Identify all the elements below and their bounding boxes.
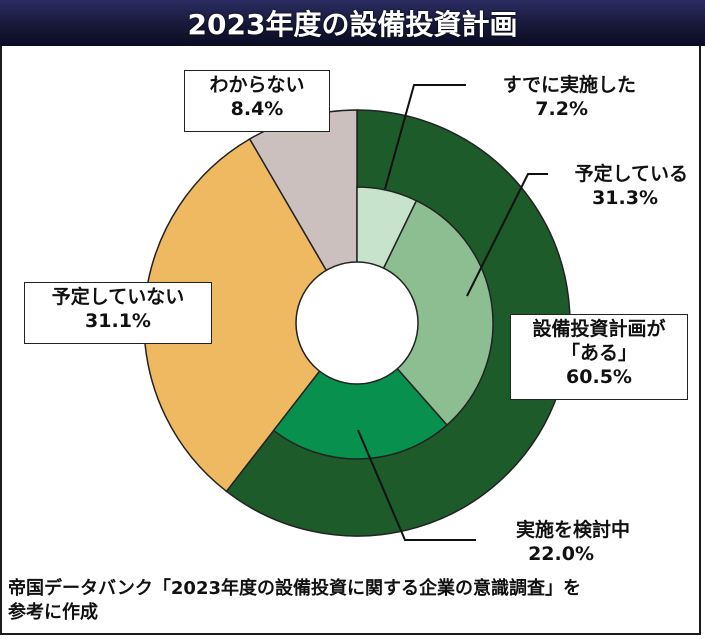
label-wakaranai-name: わからない [209,74,305,96]
leader-line-yotei [466,173,548,297]
leader-line-kento [357,429,476,541]
chart-title: 2023年度の設備投資計画 [187,8,518,41]
label-yoteishiteinai-pct: 31.1% [85,310,151,332]
source-note-line2: 参考に作成 [8,602,98,623]
label-kento: 実施を検討中 22.0% [480,518,630,566]
label-aru-line1: 設備投資計画が [532,318,666,340]
label-yotei: 予定している 31.3% [550,162,688,210]
label-sudeni: すでに実施した 7.2% [470,73,636,121]
inner-slice-1 [356,199,494,427]
label-aru-pct: 60.5% [566,366,632,388]
label-kento-pct: 22.0% [528,543,594,565]
label-kento-name: 実施を検討中 [515,519,630,541]
leader-lines [357,84,548,541]
leader-line-sudeni [384,84,466,190]
title-bar: 2023年度の設備投資計画 [0,0,705,46]
donut-hole [295,261,419,385]
label-aru-line2: 「ある」 [560,342,637,364]
source-note: 帝国データバンク「2023年度の設備投資に関する企業の意識調査」を 参考に作成 [8,577,698,625]
inner-slice-2 [272,321,448,460]
label-sudeni-name: すでに実施した [502,74,636,96]
label-aru: 設備投資計画が 「ある」 60.5% [510,314,688,400]
label-yoteishiteinai: 予定していない 31.1% [24,282,212,344]
label-wakaranai-pct: 8.4% [230,98,284,120]
label-sudeni-pct: 7.2% [535,98,588,120]
source-note-line1: 帝国データバンク「2023年度の設備投資に関する企業の意識調査」を [8,578,581,599]
label-yoteishiteinai-name: 予定していない [51,286,185,308]
label-yotei-pct: 31.3% [592,187,658,209]
inner-ring [272,186,494,460]
label-wakaranai: わからない 8.4% [184,70,330,132]
label-yotei-name: 予定している [574,163,688,185]
